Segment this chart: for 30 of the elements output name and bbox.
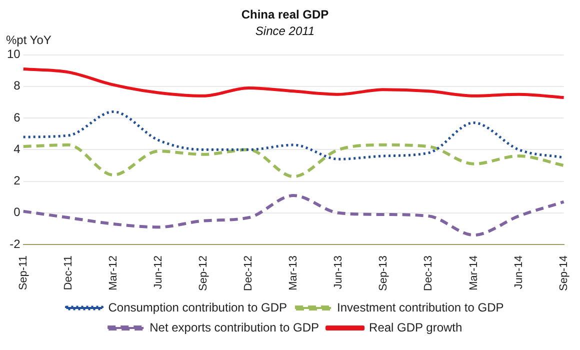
x-tick-label: Jun-12 — [152, 256, 164, 290]
y-tick-label: 4 — [14, 142, 21, 156]
y-tick-label: 10 — [6, 47, 21, 62]
x-tick-label: Dec-13 — [422, 256, 435, 291]
y-axis-title: %pt YoY — [6, 33, 52, 48]
chart-subtitle: Since 2011 — [255, 24, 315, 38]
x-tick-label: Jun-14 — [512, 256, 525, 290]
x-tick-label: Jun-13 — [332, 256, 345, 290]
x-tick-label: Sep-14 — [558, 256, 570, 292]
line-series — [22, 143, 566, 178]
x-tick-label: Sep-12 — [198, 256, 210, 292]
x-tick-label: Sep-11 — [17, 256, 30, 290]
chart-title: China real GDP — [241, 8, 329, 22]
y-tick-label: 6 — [14, 110, 21, 124]
y-tick-label: 2 — [14, 174, 21, 188]
x-tick-label: Sep-13 — [378, 256, 390, 292]
legend-label: Real GDP growth — [369, 320, 462, 334]
x-tick-label: Mar-12 — [107, 256, 120, 290]
y-tick-label: 0 — [14, 205, 21, 220]
y-tick-label: 8 — [14, 78, 21, 93]
line-series — [22, 194, 566, 237]
x-tick-label: Mar-13 — [288, 256, 300, 290]
line-series — [22, 68, 566, 99]
legend-label: Net exports contribution to GDP — [150, 320, 320, 334]
legend-label: Consumption contribution to GDP — [108, 300, 288, 314]
x-tick-label: Dec-11 — [62, 256, 74, 290]
x-tick-label: Dec-12 — [242, 256, 255, 291]
legend-label: Investment contribution to GDP — [337, 300, 504, 314]
x-tick-label: Mar-14 — [468, 256, 480, 290]
y-tick-label: -2 — [10, 236, 21, 251]
